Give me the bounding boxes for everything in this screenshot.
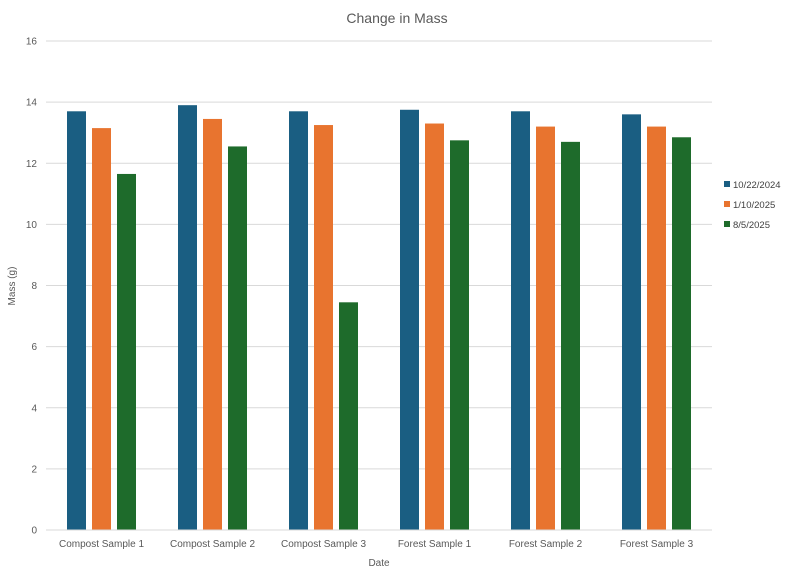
legend: 10/22/2024 1/10/2025 8/5/2025 bbox=[724, 180, 781, 231]
y-tick-label: 6 bbox=[31, 342, 37, 353]
bar bbox=[92, 128, 111, 530]
bar bbox=[647, 126, 666, 530]
x-tick-label: Forest Sample 1 bbox=[398, 539, 472, 550]
bar bbox=[622, 114, 641, 530]
chart-title: Change in Mass bbox=[346, 10, 447, 26]
bar bbox=[67, 111, 86, 530]
bars bbox=[67, 105, 691, 531]
bar bbox=[425, 123, 444, 531]
bar bbox=[450, 140, 469, 530]
y-tick-label: 4 bbox=[31, 403, 37, 414]
legend-swatch bbox=[724, 201, 730, 207]
bar bbox=[561, 141, 580, 530]
bar bbox=[203, 118, 222, 530]
bar bbox=[117, 173, 136, 530]
y-tick-label: 16 bbox=[26, 37, 38, 48]
x-axis-title: Date bbox=[368, 558, 390, 569]
y-tick-label: 8 bbox=[31, 281, 37, 292]
y-axis-ticks: 0 2 4 6 8 10 12 14 16 bbox=[26, 37, 38, 537]
x-tick-label: Compost Sample 2 bbox=[170, 539, 255, 550]
legend-swatch bbox=[724, 221, 730, 227]
bar bbox=[314, 125, 333, 530]
y-tick-label: 0 bbox=[31, 526, 37, 537]
bar bbox=[228, 146, 247, 531]
x-tick-label: Compost Sample 3 bbox=[281, 539, 366, 550]
x-axis-ticks: Compost Sample 1 Compost Sample 2 Compost … bbox=[59, 539, 694, 550]
y-tick-label: 10 bbox=[26, 220, 38, 231]
y-tick-label: 12 bbox=[26, 159, 38, 170]
y-axis-title: Mass (g) bbox=[7, 267, 18, 306]
legend-label: 10/22/2024 bbox=[733, 180, 781, 191]
legend-label: 8/5/2025 bbox=[733, 220, 770, 231]
bar bbox=[536, 126, 555, 530]
bar bbox=[511, 111, 530, 530]
y-tick-label: 2 bbox=[31, 464, 37, 475]
gridlines bbox=[46, 40, 712, 470]
bar bbox=[178, 105, 197, 531]
bar bbox=[339, 302, 358, 530]
bar bbox=[400, 109, 419, 530]
legend-swatch bbox=[724, 181, 730, 187]
bar bbox=[289, 111, 308, 530]
x-tick-label: Compost Sample 1 bbox=[59, 539, 144, 550]
y-tick-label: 14 bbox=[26, 98, 38, 109]
bar bbox=[672, 137, 691, 530]
x-tick-label: Forest Sample 3 bbox=[620, 539, 694, 550]
legend-label: 1/10/2025 bbox=[733, 200, 775, 211]
x-tick-label: Forest Sample 2 bbox=[509, 539, 583, 550]
